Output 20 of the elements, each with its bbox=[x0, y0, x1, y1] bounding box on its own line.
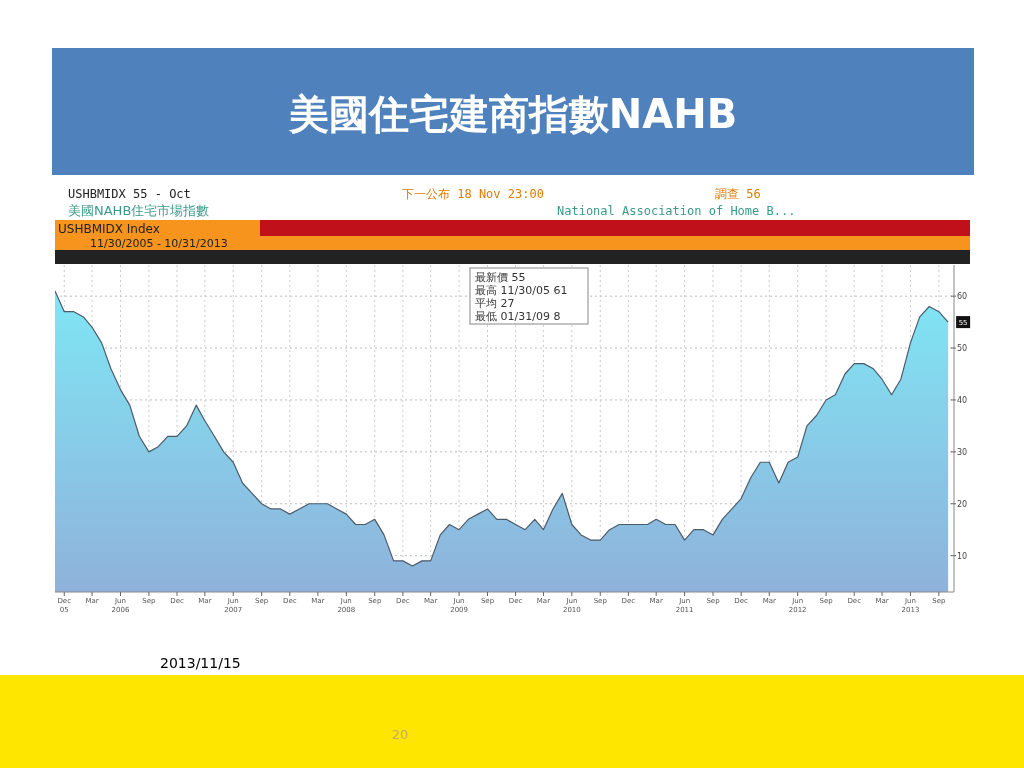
text: 下一公布 18 Nov 23:00 bbox=[402, 187, 544, 201]
chart-subtitle: 美國NAHB住宅市場指數 bbox=[68, 203, 210, 218]
y-tick-label: 30 bbox=[956, 447, 968, 457]
text: 11/30/2005 - 10/31/2013 bbox=[90, 237, 228, 250]
annotation: 最低 01/31/09 8 bbox=[475, 310, 561, 323]
annotation: 最新價 55 bbox=[475, 271, 526, 284]
annotation: 最高 11/30/05 61 bbox=[475, 284, 568, 297]
chart-title: 美國住宅建商指數NAHB bbox=[287, 91, 738, 137]
text: 2013/11/15 bbox=[160, 655, 241, 671]
y-tick-label: 10 bbox=[956, 551, 968, 561]
y-tick-label: 60 bbox=[956, 292, 968, 302]
text: USHBMIDX Index bbox=[58, 222, 160, 236]
y-tick-label: 50 bbox=[956, 344, 968, 354]
text: USHBMIDX 55 - Oct bbox=[68, 187, 191, 201]
y-tick-label: 20 bbox=[956, 499, 968, 509]
text: 20 bbox=[391, 727, 409, 742]
y-tick-label: 40 bbox=[956, 395, 968, 405]
annotation: 平均 27 bbox=[475, 297, 515, 310]
text: National Association of Home B... bbox=[557, 204, 796, 218]
text: 調查 56 bbox=[715, 187, 761, 201]
